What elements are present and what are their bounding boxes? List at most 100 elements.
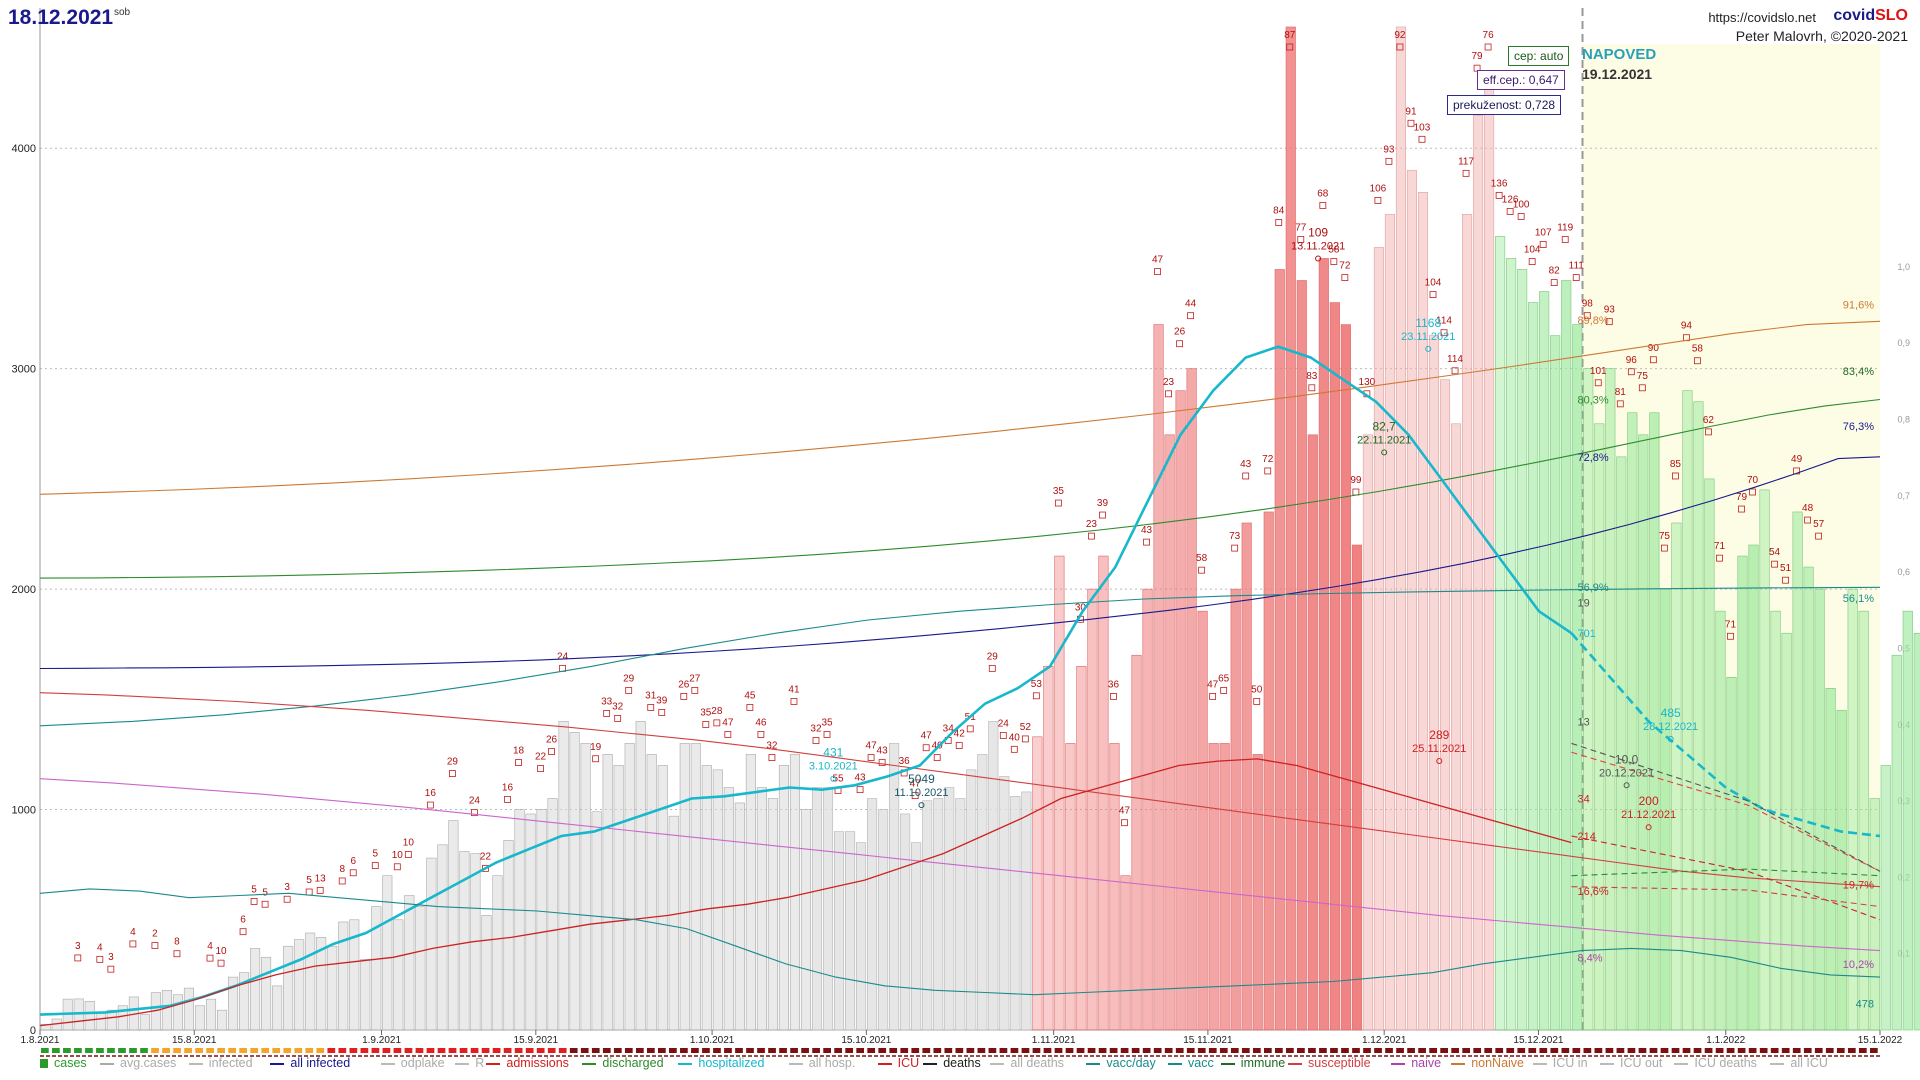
case-bar xyxy=(1616,456,1627,1031)
status-tile xyxy=(933,1048,942,1053)
legend-item-alldeaths[interactable]: all deaths xyxy=(990,1056,1064,1070)
legend-item-susceptible[interactable]: susceptible xyxy=(1288,1056,1371,1070)
case-label: 101 xyxy=(1590,366,1607,377)
status-tile xyxy=(52,1048,60,1053)
status-tile xyxy=(1297,1048,1305,1053)
status-tile xyxy=(669,1048,677,1053)
status-tile xyxy=(206,1048,214,1053)
case-label: 32 xyxy=(766,741,778,752)
x-tick-label: 1.11.2021 xyxy=(1032,1035,1076,1046)
case-bar xyxy=(371,906,382,1031)
case-label: 39 xyxy=(656,695,668,706)
case-label: 5 xyxy=(372,849,378,860)
legend-item-allicu[interactable]: all ICU xyxy=(1770,1056,1828,1070)
legend-item-icu[interactable]: ICU xyxy=(877,1056,919,1070)
status-tile xyxy=(547,1048,556,1053)
legend-item-allhosp[interactable]: all hosp. xyxy=(788,1056,855,1070)
status-tile xyxy=(1054,1048,1063,1053)
legend-item-discharged[interactable]: discharged xyxy=(582,1056,664,1070)
legend-item-deaths[interactable]: deaths xyxy=(923,1056,981,1070)
status-tile xyxy=(713,1048,721,1053)
case-bar xyxy=(988,721,999,1031)
legend-label: ICU deaths xyxy=(1694,1056,1757,1070)
annotation-value: 5049 xyxy=(908,772,935,786)
status-tile xyxy=(911,1048,920,1053)
case-label: 50 xyxy=(1251,684,1263,695)
legend-item-admissions[interactable]: admissions xyxy=(486,1056,569,1070)
case-bar xyxy=(437,844,448,1031)
case-bar xyxy=(1803,566,1814,1031)
case-label: 71 xyxy=(1725,619,1737,630)
case-bar xyxy=(833,831,845,1031)
forecast-line xyxy=(1571,751,1881,872)
legend-item-odplake[interactable]: odplake xyxy=(380,1056,445,1070)
site-url[interactable]: https://covidslo.net xyxy=(1708,10,1816,25)
case-bar xyxy=(1021,791,1032,1031)
case-label: 72 xyxy=(1339,261,1351,272)
legend-item-hospitalized[interactable]: hospitalized xyxy=(678,1056,764,1070)
legend-item-icudeaths[interactable]: ICU deaths xyxy=(1674,1056,1757,1070)
legend-label: all deaths xyxy=(1010,1056,1064,1070)
legend-item-naive[interactable]: naive xyxy=(1391,1056,1441,1070)
case-label: 16 xyxy=(425,788,437,799)
legend-item-cases[interactable]: cases xyxy=(40,1056,87,1070)
annotation-date: 13.11.2021 xyxy=(1291,240,1345,252)
case-bar xyxy=(1539,291,1550,1031)
case-bar xyxy=(338,921,349,1031)
case-marker xyxy=(1396,43,1404,51)
status-tile xyxy=(1374,1048,1382,1053)
status-tile xyxy=(1164,1048,1173,1053)
status-tile xyxy=(195,1048,203,1053)
legend-item-vaccday[interactable]: vacc/day xyxy=(1086,1056,1156,1070)
case-bar xyxy=(734,802,745,1031)
status-tile xyxy=(569,1048,578,1053)
case-bar xyxy=(1318,258,1329,1031)
case-bar xyxy=(789,754,800,1031)
case-marker xyxy=(1738,505,1745,513)
status-tile xyxy=(1770,1048,1779,1053)
legend-item-icuout[interactable]: ICU out xyxy=(1600,1056,1662,1070)
case-label: 111 xyxy=(1569,261,1585,272)
case-bar xyxy=(1748,544,1759,1031)
case-label: 130 xyxy=(1359,377,1376,388)
case-label: 43 xyxy=(877,746,889,757)
line-icon xyxy=(582,1062,597,1065)
case-marker xyxy=(1021,735,1029,743)
status-tile xyxy=(1418,1048,1426,1053)
legend-item-icuin[interactable]: ICU in xyxy=(1532,1056,1588,1070)
case-marker xyxy=(1176,340,1183,348)
case-marker xyxy=(999,732,1007,739)
case-marker xyxy=(338,877,346,885)
end-label: 34 xyxy=(1577,794,1589,806)
case-label: 6 xyxy=(240,915,246,926)
forecast-title: NAPOVED xyxy=(1582,46,1657,63)
case-bar xyxy=(525,813,536,1031)
case-bar xyxy=(1230,588,1241,1031)
legend-item-vacc[interactable]: vacc xyxy=(1168,1056,1214,1070)
case-bar xyxy=(205,998,217,1031)
case-label: 23 xyxy=(1163,377,1175,388)
case-bar xyxy=(1065,743,1076,1031)
case-label: 40 xyxy=(1009,732,1021,743)
status-tile xyxy=(294,1048,303,1053)
case-marker xyxy=(1242,472,1250,480)
y-tick-label: 1000 xyxy=(12,805,36,817)
status-tile xyxy=(1076,1048,1085,1053)
legend-item-immune[interactable]: immune xyxy=(1220,1056,1285,1070)
annotation-marker xyxy=(1645,824,1652,831)
case-bar xyxy=(327,945,338,1031)
annotation-marker xyxy=(1436,758,1443,765)
case-bar xyxy=(382,875,393,1031)
case-label: 8 xyxy=(174,937,180,948)
line-icon xyxy=(486,1062,501,1065)
legend-item-avgcases[interactable]: avg.cases xyxy=(100,1056,176,1070)
status-tile xyxy=(1583,1048,1592,1053)
case-marker xyxy=(911,792,919,800)
case-label: 29 xyxy=(623,673,635,684)
case-label: 4 xyxy=(130,927,136,938)
legend-item-allinfected[interactable]: all infected xyxy=(270,1056,350,1070)
legend-item-nonnaive[interactable]: nonNaive xyxy=(1451,1056,1524,1070)
legend-item-r[interactable]: R xyxy=(455,1056,484,1070)
legend-item-infected[interactable]: infected xyxy=(188,1056,253,1070)
line-icon xyxy=(100,1062,114,1065)
